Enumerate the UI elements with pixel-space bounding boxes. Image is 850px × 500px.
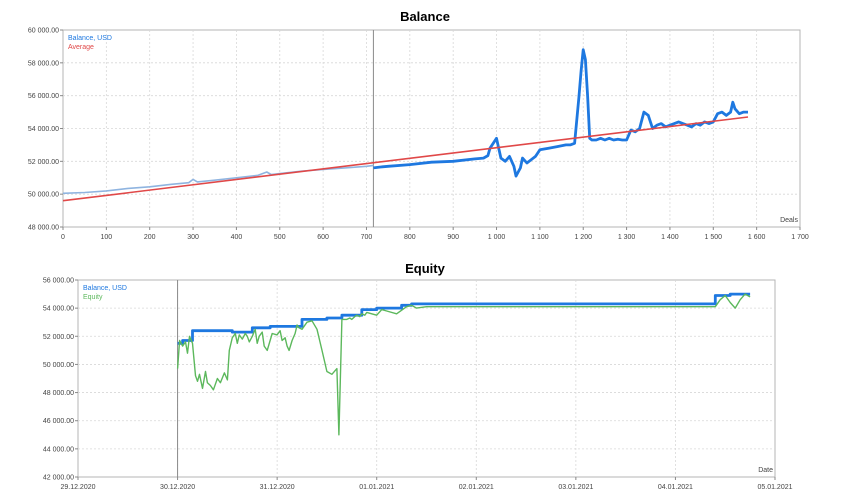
x-tick-label: 500 bbox=[274, 234, 286, 241]
y-tick-label: 50 000.00 bbox=[28, 192, 59, 199]
chart-2: 29.12.2020 30.12.2020 31.12.2020 01.01.2021… bbox=[43, 278, 793, 492]
x-tick-label: 900 bbox=[447, 234, 459, 241]
x-tick-label: 600 bbox=[317, 234, 329, 241]
x-tick-label: 1 300 bbox=[618, 234, 636, 241]
x-tick-label: 300 bbox=[187, 234, 199, 241]
y-tick-label: 50 000.00 bbox=[43, 362, 74, 369]
y-tick-label: 56 000.00 bbox=[43, 278, 74, 285]
x-tick-label: 29.12.2020 bbox=[60, 484, 95, 491]
series-line-balance-usd bbox=[177, 292, 751, 345]
y-tick-label: 56 000.00 bbox=[28, 93, 59, 100]
balance-chart-title: Balance bbox=[400, 9, 450, 24]
x-tick-label: 1 200 bbox=[574, 234, 592, 241]
y-tick-label: 48 000.00 bbox=[43, 390, 74, 397]
legend-entry: Balance, USD bbox=[68, 35, 112, 42]
x-tick-label: 1 500 bbox=[705, 234, 723, 241]
legend-entry: Balance, USD bbox=[83, 285, 127, 292]
y-tick-label: 54 000.00 bbox=[28, 126, 59, 133]
y-tick-label: 60 000.00 bbox=[28, 28, 59, 35]
x-tick-label: 1 600 bbox=[748, 234, 766, 241]
x-tick-label: 01.01.2021 bbox=[359, 484, 394, 491]
series-line-balance-continued bbox=[373, 48, 748, 178]
chart-1: 0 100 200 300 400 500 600 700 800 900 1 000 1 100 1 … bbox=[28, 28, 809, 242]
y-tick-label: 54 000.00 bbox=[43, 306, 74, 313]
x-tick-label: 31.12.2020 bbox=[260, 484, 295, 491]
x-tick-label: 100 bbox=[101, 234, 113, 241]
y-tick-label: 46 000.00 bbox=[43, 418, 74, 425]
y-tick-label: 58 000.00 bbox=[28, 60, 59, 67]
legend-entry: Average bbox=[68, 44, 94, 51]
x-tick-label: 30.12.2020 bbox=[160, 484, 195, 491]
series-line-equity bbox=[176, 293, 751, 436]
x-axis-label: Deals bbox=[780, 217, 798, 224]
y-tick-label: 52 000.00 bbox=[43, 334, 74, 341]
legend-entry: Equity bbox=[83, 294, 103, 301]
x-tick-label: 0 bbox=[61, 234, 65, 241]
x-axis-label: Date bbox=[758, 467, 773, 474]
x-tick-label: 1 000 bbox=[488, 234, 506, 241]
x-tick-label: 1 100 bbox=[531, 234, 549, 241]
y-tick-label: 44 000.00 bbox=[43, 446, 74, 453]
x-tick-label: 05.01.2021 bbox=[757, 484, 792, 491]
x-tick-label: 800 bbox=[404, 234, 416, 241]
x-tick-label: 04.01.2021 bbox=[658, 484, 693, 491]
x-tick-label: 03.01.2021 bbox=[558, 484, 593, 491]
x-tick-label: 1 700 bbox=[791, 234, 809, 241]
plot-area bbox=[77, 279, 776, 478]
x-tick-label: 400 bbox=[231, 234, 243, 241]
y-tick-label: 52 000.00 bbox=[28, 159, 59, 166]
x-tick-label: 02.01.2021 bbox=[459, 484, 494, 491]
x-tick-label: 700 bbox=[361, 234, 373, 241]
series-line-average bbox=[62, 116, 749, 202]
equity-chart-title: Equity bbox=[405, 261, 445, 276]
y-tick-label: 42 000.00 bbox=[43, 475, 74, 482]
x-tick-label: 1 400 bbox=[661, 234, 679, 241]
y-tick-label: 48 000.00 bbox=[28, 225, 59, 232]
x-tick-label: 200 bbox=[144, 234, 156, 241]
